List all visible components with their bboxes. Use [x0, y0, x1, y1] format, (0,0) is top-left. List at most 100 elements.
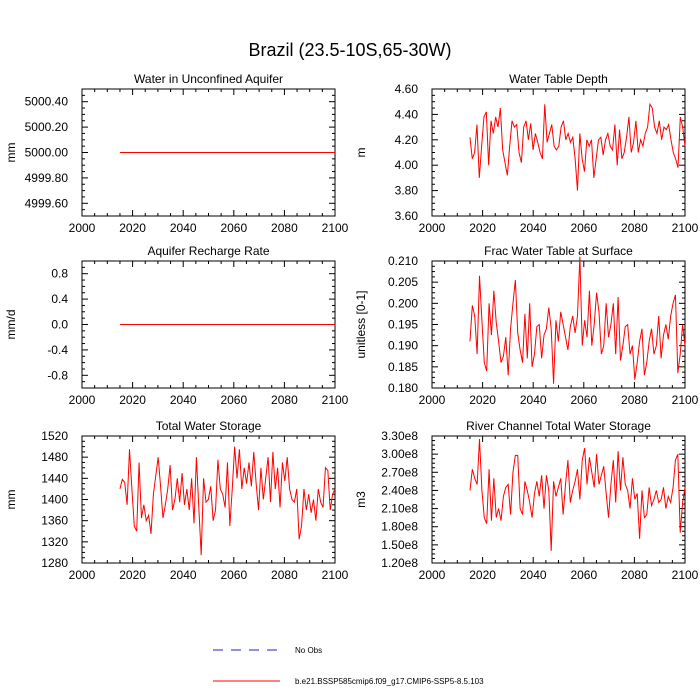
panel-5-ytick-label: 2.70e8 — [381, 465, 418, 479]
panel-2-xtick-label: 2000 — [69, 393, 96, 407]
panel-0-xtick-label: 2040 — [170, 221, 197, 235]
panel-3-xtick-label: 2040 — [520, 393, 547, 407]
panel-5-xtick-label: 2020 — [469, 568, 496, 582]
legend: No Obs b.e21.BSSP585cmip6.f09_g17.CMIP6-… — [213, 646, 484, 686]
panel-2-ytick-label: 0.8 — [51, 267, 68, 281]
panel-2-xtick-label: 2080 — [271, 393, 298, 407]
panel-3-frame — [431, 260, 686, 389]
panel-1-ytick-label: 4.60 — [395, 82, 419, 96]
panel-5-xtick-label: 2080 — [621, 568, 648, 582]
panel-3-xtick-label: 2000 — [419, 393, 446, 407]
panel-3-xtick-label: 2100 — [672, 393, 699, 407]
panel-5-ytick-label: 3.00e8 — [381, 447, 418, 461]
panel-2-ytick-label: -0.4 — [47, 343, 68, 357]
panel-1-ytick-label: 4.40 — [395, 107, 419, 121]
panel-1-xtick-label: 2000 — [419, 221, 446, 235]
panel-1-frame — [431, 88, 686, 217]
panel-5-title: River Channel Total Water Storage — [466, 419, 651, 433]
panel-3-ytick-label: 0.205 — [388, 275, 418, 289]
panel-0-ytick-label: 5000.00 — [25, 146, 69, 160]
panel-2-xtick-label: 2060 — [220, 393, 247, 407]
panel-2-ytick-label: -0.8 — [47, 368, 68, 382]
panel-0-xtick-label: 2000 — [69, 221, 96, 235]
panel-0-ytick-label: 5000.20 — [25, 120, 69, 134]
panel-5-xtick-label: 2000 — [419, 568, 446, 582]
panel-4-ytick-label: 1320 — [41, 535, 68, 549]
panel-4: Total Water Storage mm 2000 2020 2040 2060 208… — [4, 419, 349, 582]
panel-0-ytick-label: 4999.60 — [25, 196, 69, 210]
panel-5-ytick-label: 3.30e8 — [381, 429, 418, 443]
panel-1-ytick-label: 3.80 — [395, 184, 419, 198]
panel-5-ytick-label: 1.20e8 — [381, 556, 418, 570]
panel-4-ytick-label: 1480 — [41, 450, 68, 464]
panel-0-xtick-label: 2020 — [119, 221, 146, 235]
panel-0-xtick-label: 2060 — [220, 221, 247, 235]
panel-1-ytick-label: 4.00 — [395, 158, 419, 172]
panel-2-xtick-label: 2020 — [119, 393, 146, 407]
panel-1-xtick-label: 2100 — [672, 221, 699, 235]
panel-3-ylabel: unitless [0-1] — [354, 290, 368, 358]
panel-2: Aquifer Recharge Rate mm/d 2000 2020 2040 206… — [4, 244, 349, 407]
panel-4-ylabel: mm — [4, 490, 18, 510]
panel-4-xtick-label: 2100 — [322, 568, 349, 582]
panel-1-xtick-label: 2040 — [520, 221, 547, 235]
panel-5-frame — [431, 435, 686, 564]
panel-2-xtick-label: 2040 — [170, 393, 197, 407]
panel-4-ytick-label: 1400 — [41, 493, 68, 507]
panel-3-series-line — [469, 256, 686, 384]
panel-5-ytick-label: 1.50e8 — [381, 538, 418, 552]
panel-2-xtick-label: 2100 — [322, 393, 349, 407]
panel-3-ytick-label: 0.210 — [388, 254, 418, 268]
panel-4-series-line — [119, 446, 336, 556]
panel-5-ylabel: m3 — [354, 491, 368, 508]
panel-3-xtick-label: 2080 — [621, 393, 648, 407]
panel-2-ylabel: mm/d — [4, 310, 18, 340]
panel-4-ytick-label: 1520 — [41, 429, 68, 443]
panel-3-xtick-label: 2060 — [570, 393, 597, 407]
panel-5-xtick-label: 2040 — [520, 568, 547, 582]
panel-4-xtick-label: 2000 — [69, 568, 96, 582]
panel-1-xtick-label: 2020 — [469, 221, 496, 235]
panel-1-series-line — [469, 102, 686, 191]
panel-0-ytick-label: 4999.80 — [25, 171, 69, 185]
panel-3-ytick-label: 0.195 — [388, 318, 418, 332]
panel-4-ytick-label: 1440 — [41, 471, 68, 485]
panel-4-xtick-label: 2040 — [170, 568, 197, 582]
panel-2-ytick-label: 0.4 — [51, 292, 68, 306]
panel-3-title: Frac Water Table at Surface — [484, 244, 633, 258]
panel-1-xtick-label: 2060 — [570, 221, 597, 235]
panel-1-title: Water Table Depth — [509, 72, 608, 86]
panel-4-xtick-label: 2080 — [271, 568, 298, 582]
panel-3-ytick-label: 0.185 — [388, 360, 418, 374]
panel-4-frame — [81, 435, 336, 564]
panel-0-ylabel: mm — [4, 143, 18, 163]
legend-obs-label: No Obs — [295, 646, 322, 655]
panel-0-xtick-label: 2100 — [322, 221, 349, 235]
panels-group: Water in Unconfined Aquifer mm 2000 2020 204… — [4, 72, 699, 582]
panel-5-xtick-label: 2060 — [570, 568, 597, 582]
panel-1-ytick-label: 4.20 — [395, 133, 419, 147]
panel-0-xtick-label: 2080 — [271, 221, 298, 235]
panel-2-title: Aquifer Recharge Rate — [147, 244, 269, 258]
panel-4-xtick-label: 2060 — [220, 568, 247, 582]
panel-5: River Channel Total Water Storage m3 2000 2… — [354, 419, 699, 582]
panel-0-ytick-label: 5000.40 — [25, 95, 69, 109]
panel-3-ytick-label: 0.200 — [388, 296, 418, 310]
panel-3-ytick-label: 0.180 — [388, 381, 418, 395]
panel-5-ytick-label: 2.40e8 — [381, 483, 418, 497]
panel-4-xtick-label: 2020 — [119, 568, 146, 582]
panel-0: Water in Unconfined Aquifer mm 2000 2020 204… — [4, 72, 349, 235]
panel-3-ytick-label: 0.190 — [388, 339, 418, 353]
figure-title: Brazil (23.5-10S,65-30W) — [248, 40, 451, 60]
panel-1-xtick-label: 2080 — [621, 221, 648, 235]
panel-5-ytick-label: 2.10e8 — [381, 502, 418, 516]
panel-4-ytick-label: 1360 — [41, 514, 68, 528]
panel-3-xtick-label: 2020 — [469, 393, 496, 407]
panel-5-ytick-label: 1.80e8 — [381, 520, 418, 534]
panel-1-ytick-label: 3.60 — [395, 209, 419, 223]
legend-model-label: b.e21.BSSP585cmip6.f09_g17.CMIP6-SSP5-8.… — [295, 677, 484, 686]
panel-4-title: Total Water Storage — [156, 419, 262, 433]
panel-5-xtick-label: 2100 — [672, 568, 699, 582]
panel-0-title: Water in Unconfined Aquifer — [134, 72, 283, 86]
